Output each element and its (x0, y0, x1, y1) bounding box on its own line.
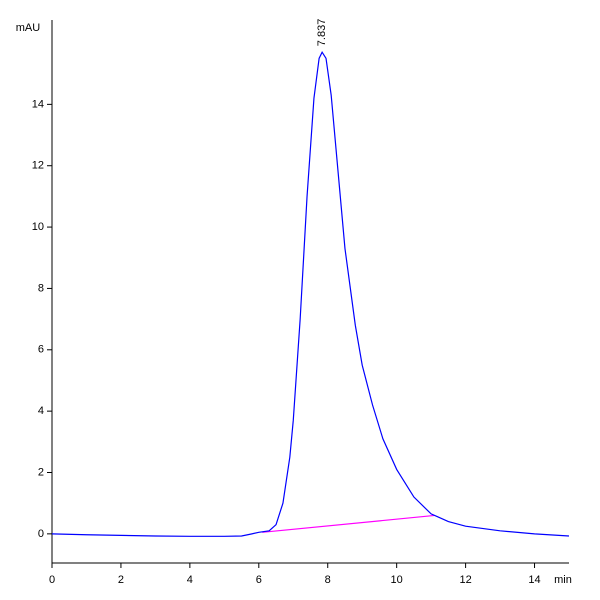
y-tick-label: 6 (38, 344, 44, 356)
y-tick-label: 12 (32, 160, 44, 172)
x-tick-label: 10 (391, 574, 403, 586)
x-tick-label: 8 (325, 574, 331, 586)
x-tick-label: 6 (256, 574, 262, 586)
y-tick-label: 14 (32, 98, 44, 110)
chromatogram-trace (51, 50, 570, 537)
x-tick-label: 12 (459, 574, 471, 586)
x-axis-label: min (554, 574, 572, 586)
y-tick-label: 8 (38, 282, 44, 294)
integration-baseline (262, 514, 435, 533)
y-tick-label: 4 (38, 405, 44, 417)
y-tick-label: 2 (38, 466, 44, 478)
x-tick-label: 0 (49, 574, 55, 586)
y-axis-label: mAU (16, 22, 41, 34)
y-tick-label: 0 (38, 528, 44, 540)
x-tick-label: 4 (187, 574, 193, 586)
y-tick-label: 10 (32, 221, 44, 233)
x-tick-label: 2 (118, 574, 124, 586)
x-tick-label: 14 (528, 574, 540, 586)
peak-label: 7.837 (316, 19, 328, 47)
